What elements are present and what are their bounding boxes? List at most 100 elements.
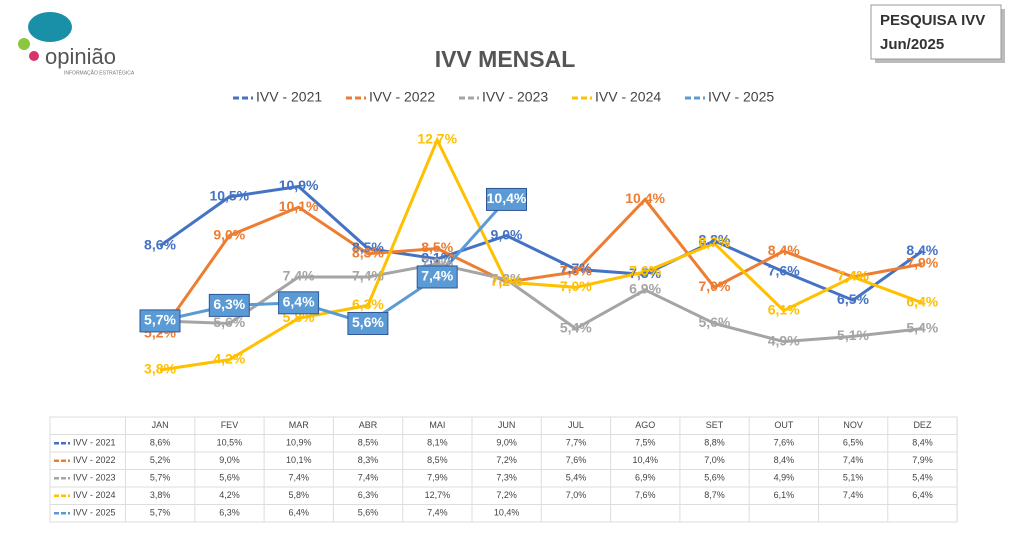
series-line (159, 262, 923, 344)
data-label: 8,4% (768, 242, 800, 258)
table-cell: 10,4% (494, 508, 520, 518)
series-line (159, 184, 924, 302)
data-label: 3,8% (144, 361, 176, 377)
series-line (158, 197, 923, 335)
table-cell: 4,2% (219, 490, 240, 500)
data-label: 7,0% (698, 278, 730, 294)
data-label: 6,4% (283, 294, 315, 310)
table-cell: 5,6% (358, 508, 379, 518)
logo-dot (29, 51, 39, 61)
data-label: 5,4% (906, 319, 938, 335)
table-header: JUN (498, 420, 516, 430)
data-label: 6,3% (352, 296, 384, 312)
data-label: 4,9% (768, 332, 800, 348)
table-series-name: IVV - 2022 (73, 455, 116, 465)
data-label: 6,1% (768, 301, 800, 317)
table-cell: 6,9% (635, 473, 656, 483)
table-cell: 5,7% (150, 508, 171, 518)
data-table: JAN FEV MAR ABR MAI JUN JUL AGO SET OUT NOV DEZ IVV … (49, 416, 958, 523)
table-header: JUL (568, 420, 584, 430)
data-label: 10,4% (487, 190, 527, 206)
table-cell: 8,8% (704, 438, 725, 448)
table-cell: 7,6% (774, 438, 795, 448)
table-header: JAN (152, 420, 169, 430)
table-cell: 6,1% (774, 490, 795, 500)
data-label: 7,6% (560, 263, 592, 279)
data-label: 6,4% (906, 294, 938, 310)
table-cell: 4,9% (774, 473, 795, 483)
badge: PESQUISA IVV Jun/2025 (870, 4, 1005, 63)
data-label: 10,9% (279, 177, 319, 193)
data-label: 8,4% (906, 242, 938, 258)
table-cell: 9,0% (219, 455, 240, 465)
data-label: 7,2% (491, 273, 523, 289)
table-cell: 10,5% (217, 438, 243, 448)
data-label: 5,4% (560, 319, 592, 335)
table-cell: 10,1% (286, 455, 312, 465)
table-header: DEZ (913, 420, 932, 430)
table-cell: 7,4% (843, 455, 864, 465)
data-label: 7,5% (629, 265, 661, 281)
table-cell: 7,6% (566, 455, 587, 465)
table-cell: 5,2% (150, 455, 171, 465)
data-label: 8,8% (698, 231, 730, 247)
table-cell: 12,7% (425, 490, 451, 500)
table-cell: 8,5% (427, 455, 448, 465)
table-cell: 7,4% (843, 490, 864, 500)
data-label: 10,4% (625, 190, 665, 206)
data-label: 8,1% (421, 250, 453, 266)
data-label: 6,3% (213, 296, 245, 312)
data-label: 7,9% (906, 255, 938, 271)
table-cell: 9,0% (496, 438, 517, 448)
table-cell: 7,4% (288, 473, 309, 483)
label-box (278, 291, 320, 315)
table-header: SET (706, 420, 724, 430)
data-label: 7,7% (560, 260, 592, 276)
data-label: 10,5% (209, 188, 249, 204)
data-label: 6,5% (837, 291, 869, 307)
table-cell: 8,4% (774, 455, 795, 465)
series-line (159, 136, 923, 372)
table-cell: 5,4% (912, 473, 933, 483)
table-cell: 5,6% (704, 473, 725, 483)
table-cell: 7,9% (427, 473, 448, 483)
data-label: 7,0% (560, 278, 592, 294)
table-header: FEV (221, 420, 239, 430)
table-cell: 5,1% (843, 473, 864, 483)
table-cell: 7,3% (496, 473, 517, 483)
table-header: MAI (429, 420, 445, 430)
table-header: OUT (774, 420, 794, 430)
table-cell: 8,4% (912, 438, 933, 448)
table-cell: 10,9% (286, 438, 312, 448)
table-cell: 8,6% (150, 438, 171, 448)
data-label: 12,7% (417, 131, 457, 147)
data-label: 7,4% (837, 268, 869, 284)
table-cell: 7,4% (427, 508, 448, 518)
data-label: 9,0% (213, 226, 245, 242)
label-box (347, 311, 389, 335)
logo-shape (28, 12, 72, 42)
data-label: 5,6% (698, 314, 730, 330)
table-cell: 7,0% (704, 455, 725, 465)
legend-label: IVV - 2023 (482, 89, 548, 105)
data-label: 7,3% (491, 270, 523, 286)
legend-label: IVV - 2025 (708, 89, 774, 105)
table-cell: 8,5% (358, 438, 379, 448)
data-label: 8,6% (144, 237, 176, 253)
table-cell: 7,2% (496, 455, 517, 465)
data-label: 7,4% (421, 268, 453, 284)
badge-box (870, 4, 1002, 60)
legend-label: IVV - 2022 (369, 89, 435, 105)
table-cell: 8,3% (358, 455, 379, 465)
table-cell: 8,1% (427, 438, 448, 448)
label-box (139, 309, 181, 333)
legend-label: IVV - 2024 (595, 89, 661, 105)
data-label: 7,4% (352, 268, 384, 284)
data-label: 7,4% (283, 268, 315, 284)
table-cell: 3,8% (150, 490, 171, 500)
data-label: 6,9% (629, 281, 661, 297)
table-cell: 10,4% (632, 455, 658, 465)
table-cell: 6,4% (912, 490, 933, 500)
